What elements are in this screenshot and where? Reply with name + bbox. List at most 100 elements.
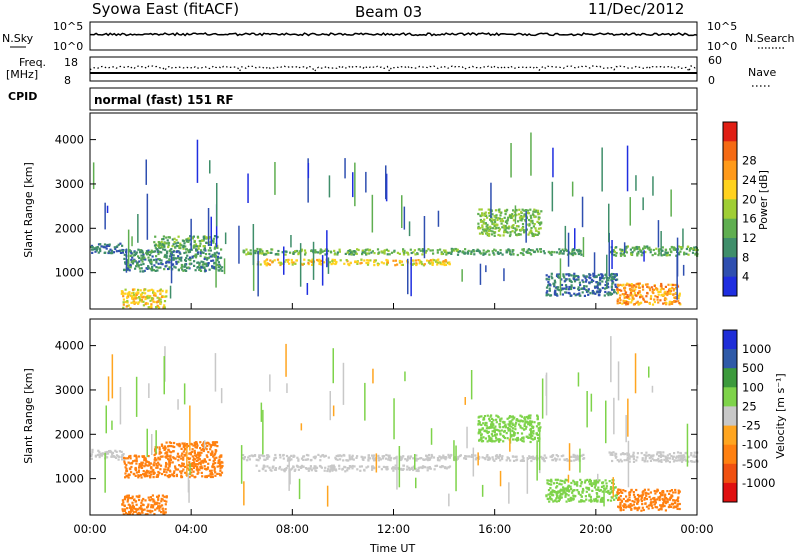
data-cell xyxy=(625,283,628,286)
data-cell xyxy=(526,249,529,252)
data-cell xyxy=(499,433,502,436)
data-cell xyxy=(493,431,496,434)
data-cell xyxy=(162,248,165,251)
data-cell xyxy=(528,231,531,234)
data-cell xyxy=(90,245,93,248)
data-cell xyxy=(637,284,640,287)
data-cell xyxy=(199,254,202,258)
data-cell xyxy=(672,289,675,292)
data-cell xyxy=(576,484,579,487)
data-cell xyxy=(150,249,153,252)
data-cell xyxy=(618,491,621,495)
data-cell xyxy=(653,498,656,501)
data-cell xyxy=(677,456,680,459)
data-cell xyxy=(179,258,182,261)
data-cell xyxy=(481,212,484,215)
data-cell xyxy=(134,510,137,513)
data-cell xyxy=(152,258,155,262)
data-cell xyxy=(616,302,619,305)
data-cell xyxy=(165,455,168,458)
data-cell xyxy=(589,495,592,498)
data-cell xyxy=(506,417,509,420)
data-cell xyxy=(606,292,609,295)
data-streak xyxy=(582,237,585,257)
data-cell xyxy=(481,231,484,234)
data-cell xyxy=(514,425,517,428)
data-cell xyxy=(501,218,504,221)
data-cell xyxy=(197,456,200,459)
data-cell xyxy=(549,495,552,498)
data-cell xyxy=(641,285,644,288)
data-cell xyxy=(638,247,641,250)
data-cell xyxy=(328,470,331,473)
data-streak xyxy=(105,405,107,434)
data-cell xyxy=(346,469,349,472)
data-cell xyxy=(167,466,170,469)
data-cell xyxy=(158,241,161,244)
data-cell xyxy=(565,273,568,276)
data-cell xyxy=(502,234,505,237)
data-cell xyxy=(489,218,492,221)
data-streak xyxy=(104,202,106,230)
data-cell xyxy=(457,251,460,254)
data-cell xyxy=(664,455,667,458)
data-cell xyxy=(129,254,132,257)
data-cell xyxy=(181,442,184,445)
data-cell xyxy=(499,214,502,217)
data-cell xyxy=(576,481,579,484)
data-cell xyxy=(625,495,628,498)
data-cell xyxy=(553,457,556,460)
data-cell xyxy=(211,255,214,258)
data-cell xyxy=(623,289,626,292)
data-cell xyxy=(486,234,489,237)
data-cell xyxy=(623,286,627,289)
data-cell xyxy=(653,298,656,301)
data-cell xyxy=(181,452,184,455)
data-streak xyxy=(300,423,303,431)
data-cell xyxy=(594,497,597,501)
data-cell xyxy=(658,497,661,500)
data-streak xyxy=(567,232,570,267)
data-cell xyxy=(131,501,134,504)
data-cell xyxy=(492,218,495,221)
data-cell xyxy=(532,234,535,238)
data-cell xyxy=(560,489,563,492)
data-cell xyxy=(609,453,612,456)
data-cell xyxy=(578,292,581,295)
data-cell xyxy=(458,250,462,253)
data-cell xyxy=(429,249,432,252)
data-cell xyxy=(537,216,540,219)
data-cell xyxy=(121,508,124,511)
data-cell xyxy=(155,259,158,262)
data-cell xyxy=(532,425,535,428)
data-cell xyxy=(243,458,246,461)
data-cell xyxy=(636,254,639,257)
data-cell xyxy=(610,451,613,454)
data-cell xyxy=(569,498,572,501)
data-cell xyxy=(146,253,149,256)
data-cell xyxy=(525,209,528,212)
data-cell xyxy=(498,228,501,231)
data-cell xyxy=(653,503,656,506)
data-cell xyxy=(362,458,365,461)
data-cell xyxy=(128,269,131,272)
data-cell xyxy=(624,500,628,503)
data-cell xyxy=(680,247,683,251)
data-cell xyxy=(311,258,314,261)
data-cell xyxy=(632,289,635,292)
data-cell xyxy=(142,262,145,266)
data-cell xyxy=(666,454,669,457)
data-cell xyxy=(186,467,189,470)
data-cell xyxy=(182,246,185,249)
data-cell xyxy=(521,436,524,440)
data-cell xyxy=(436,261,439,265)
data-cell xyxy=(379,458,382,461)
data-cell xyxy=(144,303,147,306)
data-cell xyxy=(194,269,197,272)
data-cell xyxy=(668,460,671,464)
data-cell xyxy=(251,454,255,457)
data-cell xyxy=(214,471,217,474)
data-cell xyxy=(173,445,176,449)
data-cell xyxy=(445,260,448,263)
data-cell xyxy=(349,249,352,252)
